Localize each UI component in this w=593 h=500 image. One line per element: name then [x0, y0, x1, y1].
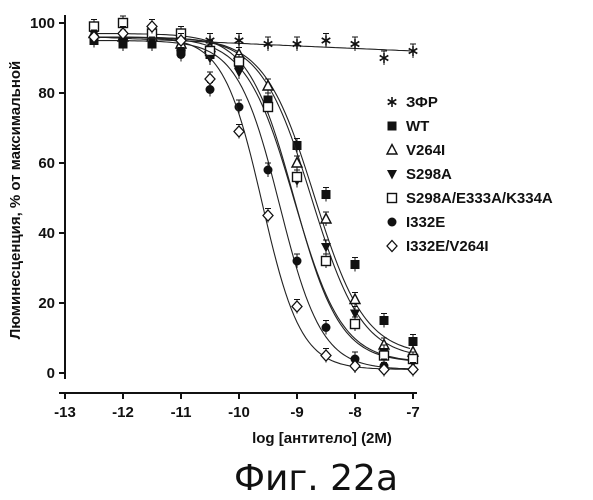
legend-label: I332E: [406, 214, 445, 231]
legend: ЗФР WT V264I S298A S298A/E333A/K334A I332E I33…: [387, 94, 553, 255]
data-point: [321, 214, 331, 224]
legend-label: V264I: [406, 142, 445, 159]
fit-curve-0: [94, 37, 410, 51]
data-point: [293, 173, 302, 182]
data-point: [293, 39, 302, 49]
x-tick-label: -8: [348, 404, 361, 421]
legend-marker: [388, 194, 397, 203]
data-point: [322, 36, 331, 46]
data-point: [264, 103, 273, 112]
data-point: [351, 320, 360, 329]
y-tick-label: 80: [38, 85, 55, 102]
x-tick-label: -10: [228, 404, 250, 421]
y-tick-label: 40: [38, 225, 55, 242]
x-axis-title: log [антитело] (2M): [252, 430, 392, 447]
fit-curve-1: [94, 37, 410, 348]
data-point: [408, 364, 418, 375]
x-tick-label: -12: [112, 404, 134, 421]
legend-marker: [387, 170, 397, 180]
data-point: [292, 301, 302, 312]
legend-label: S298A: [406, 166, 452, 183]
data-point: [148, 40, 157, 49]
legend-marker: [388, 218, 397, 227]
y-tick-label: 60: [38, 155, 55, 172]
axes: 0 20 40 60 80 100 -13 -12 -11 -10 -9 -8 -7: [30, 15, 420, 421]
data-point: [351, 39, 360, 49]
x-tick-label: -7: [406, 404, 419, 421]
data-point: [293, 257, 302, 266]
data-point: [235, 57, 244, 66]
y-tick-label: 0: [47, 365, 55, 382]
legend-label: S298A/E333A/K334A: [406, 190, 553, 207]
legend-marker: [388, 97, 397, 107]
x-tick-label: -9: [290, 404, 303, 421]
data-point: [380, 53, 389, 63]
data-point: [234, 126, 244, 137]
y-tick-label: 100: [30, 15, 55, 32]
fit-curve-6: [94, 37, 410, 369]
x-tick-label: -13: [54, 404, 76, 421]
data-point: [206, 85, 215, 94]
data-point: [264, 166, 273, 175]
data-point: [205, 74, 215, 85]
legend-label: ЗФР: [406, 94, 438, 111]
data-point: [380, 316, 389, 325]
data-point: [177, 50, 186, 59]
y-tick-label: 20: [38, 295, 55, 312]
data-point: [322, 190, 331, 199]
legend-marker: [387, 241, 397, 252]
fit-curve-4: [94, 34, 410, 361]
data-point: [351, 260, 360, 269]
legend-label: I332E/V264I: [406, 238, 489, 255]
data-point: [322, 323, 331, 332]
legend-label: WT: [406, 118, 429, 135]
plot-area: [89, 16, 418, 377]
fit-curve-3: [94, 37, 410, 360]
fit-curve-5: [94, 41, 410, 369]
x-tick-label: -11: [171, 404, 192, 421]
figure-caption: Фиг. 22a: [234, 458, 398, 499]
legend-marker: [387, 145, 397, 155]
data-point: [321, 243, 331, 253]
legend-marker: [388, 122, 397, 131]
y-axis-title: Люминесценция, % от максимальной: [7, 61, 24, 340]
data-point: [322, 257, 331, 266]
